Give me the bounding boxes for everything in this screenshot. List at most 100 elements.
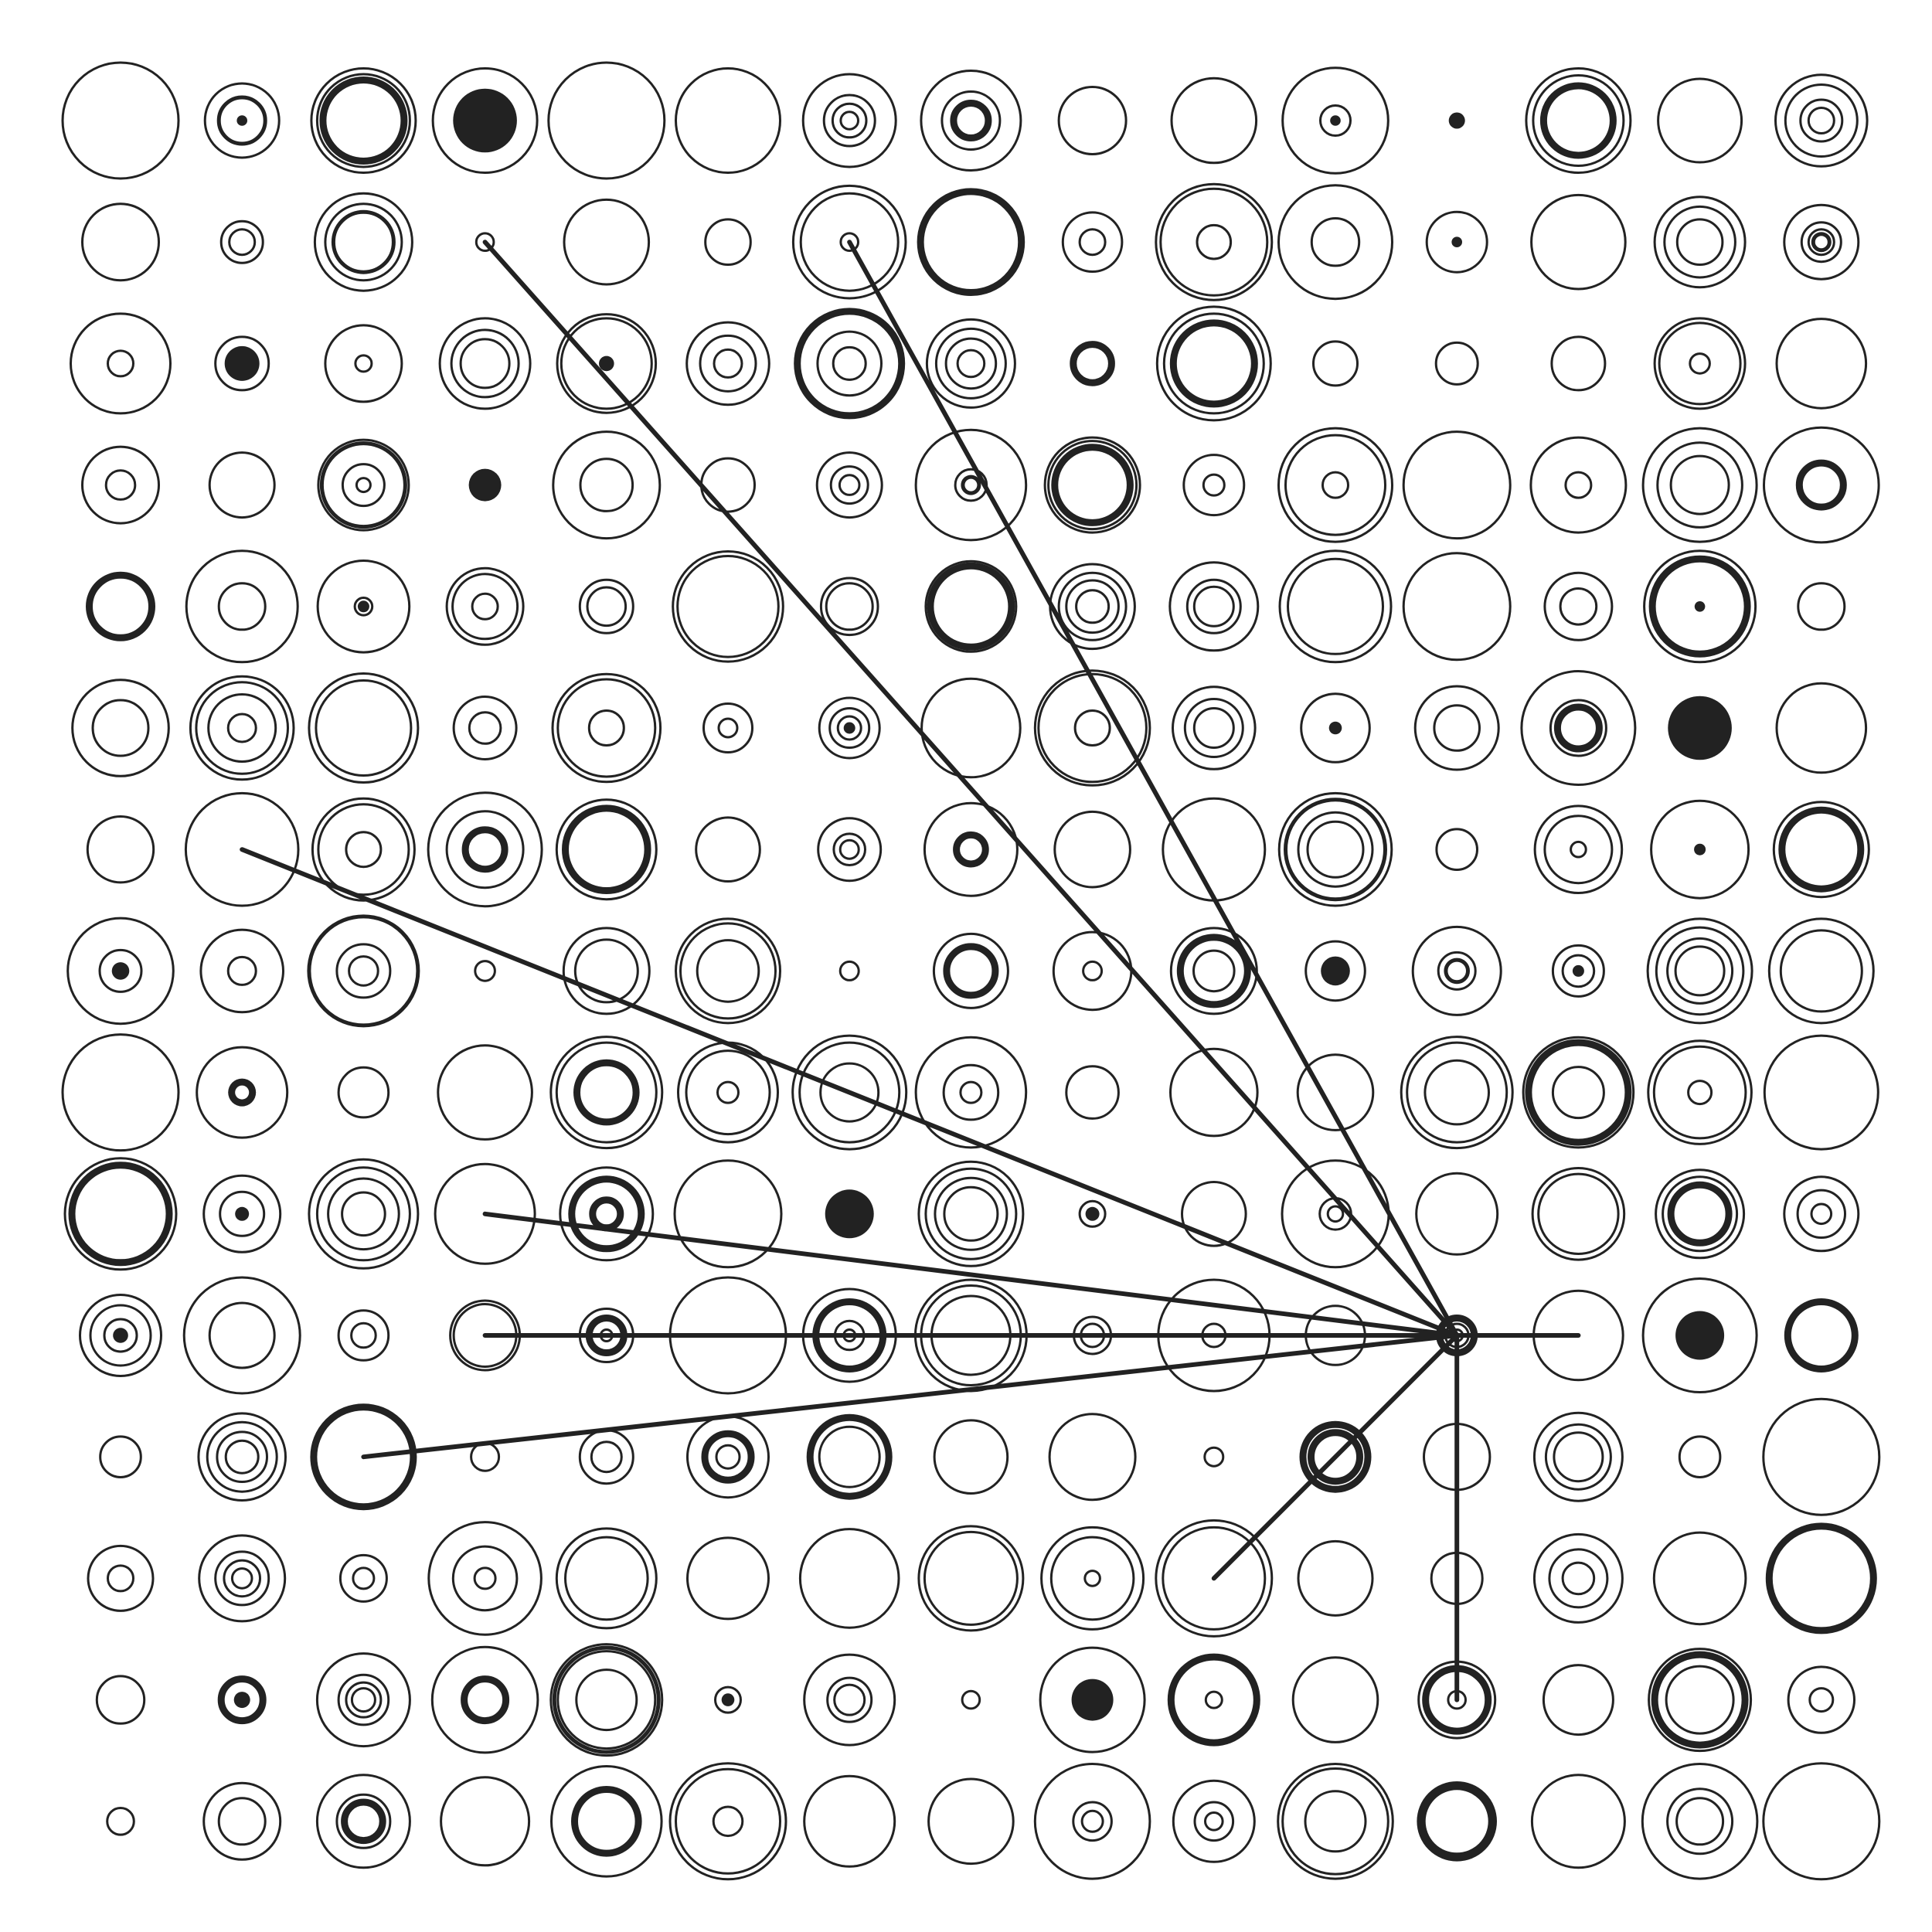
ring xyxy=(228,228,257,257)
ring xyxy=(104,469,137,501)
ring xyxy=(927,1777,1015,1866)
grid-cell xyxy=(920,70,1022,172)
grid-cell xyxy=(434,1162,536,1265)
ring xyxy=(337,1066,390,1119)
spoke-line xyxy=(482,240,1460,1338)
ring xyxy=(184,791,300,907)
ring xyxy=(308,672,420,784)
ring xyxy=(1675,1797,1725,1846)
ring xyxy=(1193,1801,1235,1842)
ring xyxy=(1185,578,1242,634)
ring xyxy=(1662,1175,1739,1253)
grid-cell xyxy=(199,928,285,1014)
grid-cell xyxy=(1061,211,1124,274)
grid-cell xyxy=(791,1034,908,1151)
grid-cell xyxy=(1033,1763,1151,1880)
grid-cell xyxy=(1641,1277,1758,1393)
ring xyxy=(217,1797,267,1846)
grid-cell xyxy=(1783,203,1860,281)
filled-dot xyxy=(1694,601,1706,612)
grid-cell xyxy=(1448,112,1465,129)
ring xyxy=(1651,1651,1749,1749)
ring xyxy=(564,1536,649,1621)
ring xyxy=(575,1668,638,1732)
ring xyxy=(459,338,511,389)
grid-cell xyxy=(310,1403,417,1511)
grid-cell xyxy=(315,1652,411,1748)
grid-cell xyxy=(1169,1047,1259,1138)
ring xyxy=(1650,799,1750,900)
ring xyxy=(672,550,784,663)
ring xyxy=(695,816,761,883)
ring xyxy=(345,1681,383,1719)
ring xyxy=(63,1157,178,1271)
ring xyxy=(924,560,1018,653)
grid-cell xyxy=(1775,682,1868,774)
ring xyxy=(1277,184,1393,301)
ring xyxy=(81,445,160,525)
ring xyxy=(196,1046,289,1139)
ring xyxy=(461,826,509,873)
ring xyxy=(685,321,770,406)
ring xyxy=(1162,797,1267,902)
ring xyxy=(1300,692,1371,764)
grid-cell xyxy=(1300,692,1371,764)
spoke-line xyxy=(482,1211,1460,1338)
ring xyxy=(327,1177,400,1251)
grid-cell xyxy=(578,1429,634,1485)
ring xyxy=(586,586,628,628)
ring xyxy=(1762,1762,1881,1881)
ring xyxy=(838,474,861,496)
grid-cell xyxy=(1402,430,1512,540)
grid-cell xyxy=(185,549,299,664)
ring xyxy=(352,1566,376,1590)
grid-cell xyxy=(430,1645,539,1754)
ring xyxy=(555,1041,658,1144)
ring xyxy=(81,202,160,282)
ring xyxy=(61,1033,180,1152)
grid-cell xyxy=(81,445,160,525)
ring xyxy=(959,1080,983,1104)
grid-cell xyxy=(219,219,264,264)
ring xyxy=(313,192,413,292)
ring xyxy=(1423,1059,1490,1126)
ring xyxy=(1652,1045,1747,1140)
grid-cell xyxy=(1155,182,1274,301)
grid-cell xyxy=(1762,1397,1881,1516)
ring xyxy=(1417,1781,1497,1862)
ring xyxy=(1402,430,1512,540)
ring xyxy=(1304,940,1366,1002)
grid-cell xyxy=(925,318,1016,409)
ring xyxy=(1663,205,1736,279)
ring xyxy=(1648,555,1751,658)
grid-cell xyxy=(1520,670,1637,786)
ring xyxy=(1532,1411,1624,1502)
grid-cell xyxy=(927,1777,1015,1866)
ring xyxy=(1666,1787,1734,1855)
ring xyxy=(337,1673,390,1726)
ring xyxy=(182,1276,301,1395)
ring xyxy=(474,960,496,982)
grid-cell xyxy=(338,1553,388,1603)
ring xyxy=(1061,211,1124,274)
ring xyxy=(1551,944,1605,998)
grid-cell xyxy=(673,1159,783,1269)
ring xyxy=(87,1544,155,1612)
ring xyxy=(1796,1189,1847,1240)
ring xyxy=(1204,1811,1224,1832)
grid-cell xyxy=(79,1294,162,1377)
ring xyxy=(556,1650,657,1750)
ring xyxy=(1799,98,1844,143)
ring xyxy=(341,1798,386,1845)
grid-cell xyxy=(923,801,1019,897)
ring xyxy=(1520,670,1637,786)
ring xyxy=(317,438,410,532)
ring xyxy=(1765,1522,1877,1634)
ring xyxy=(713,348,743,379)
grid-cell xyxy=(798,1528,900,1629)
ring xyxy=(335,943,392,999)
grid-cell xyxy=(1065,1065,1120,1120)
grid-cell xyxy=(551,672,662,784)
ring xyxy=(445,810,525,889)
ring xyxy=(445,566,525,646)
